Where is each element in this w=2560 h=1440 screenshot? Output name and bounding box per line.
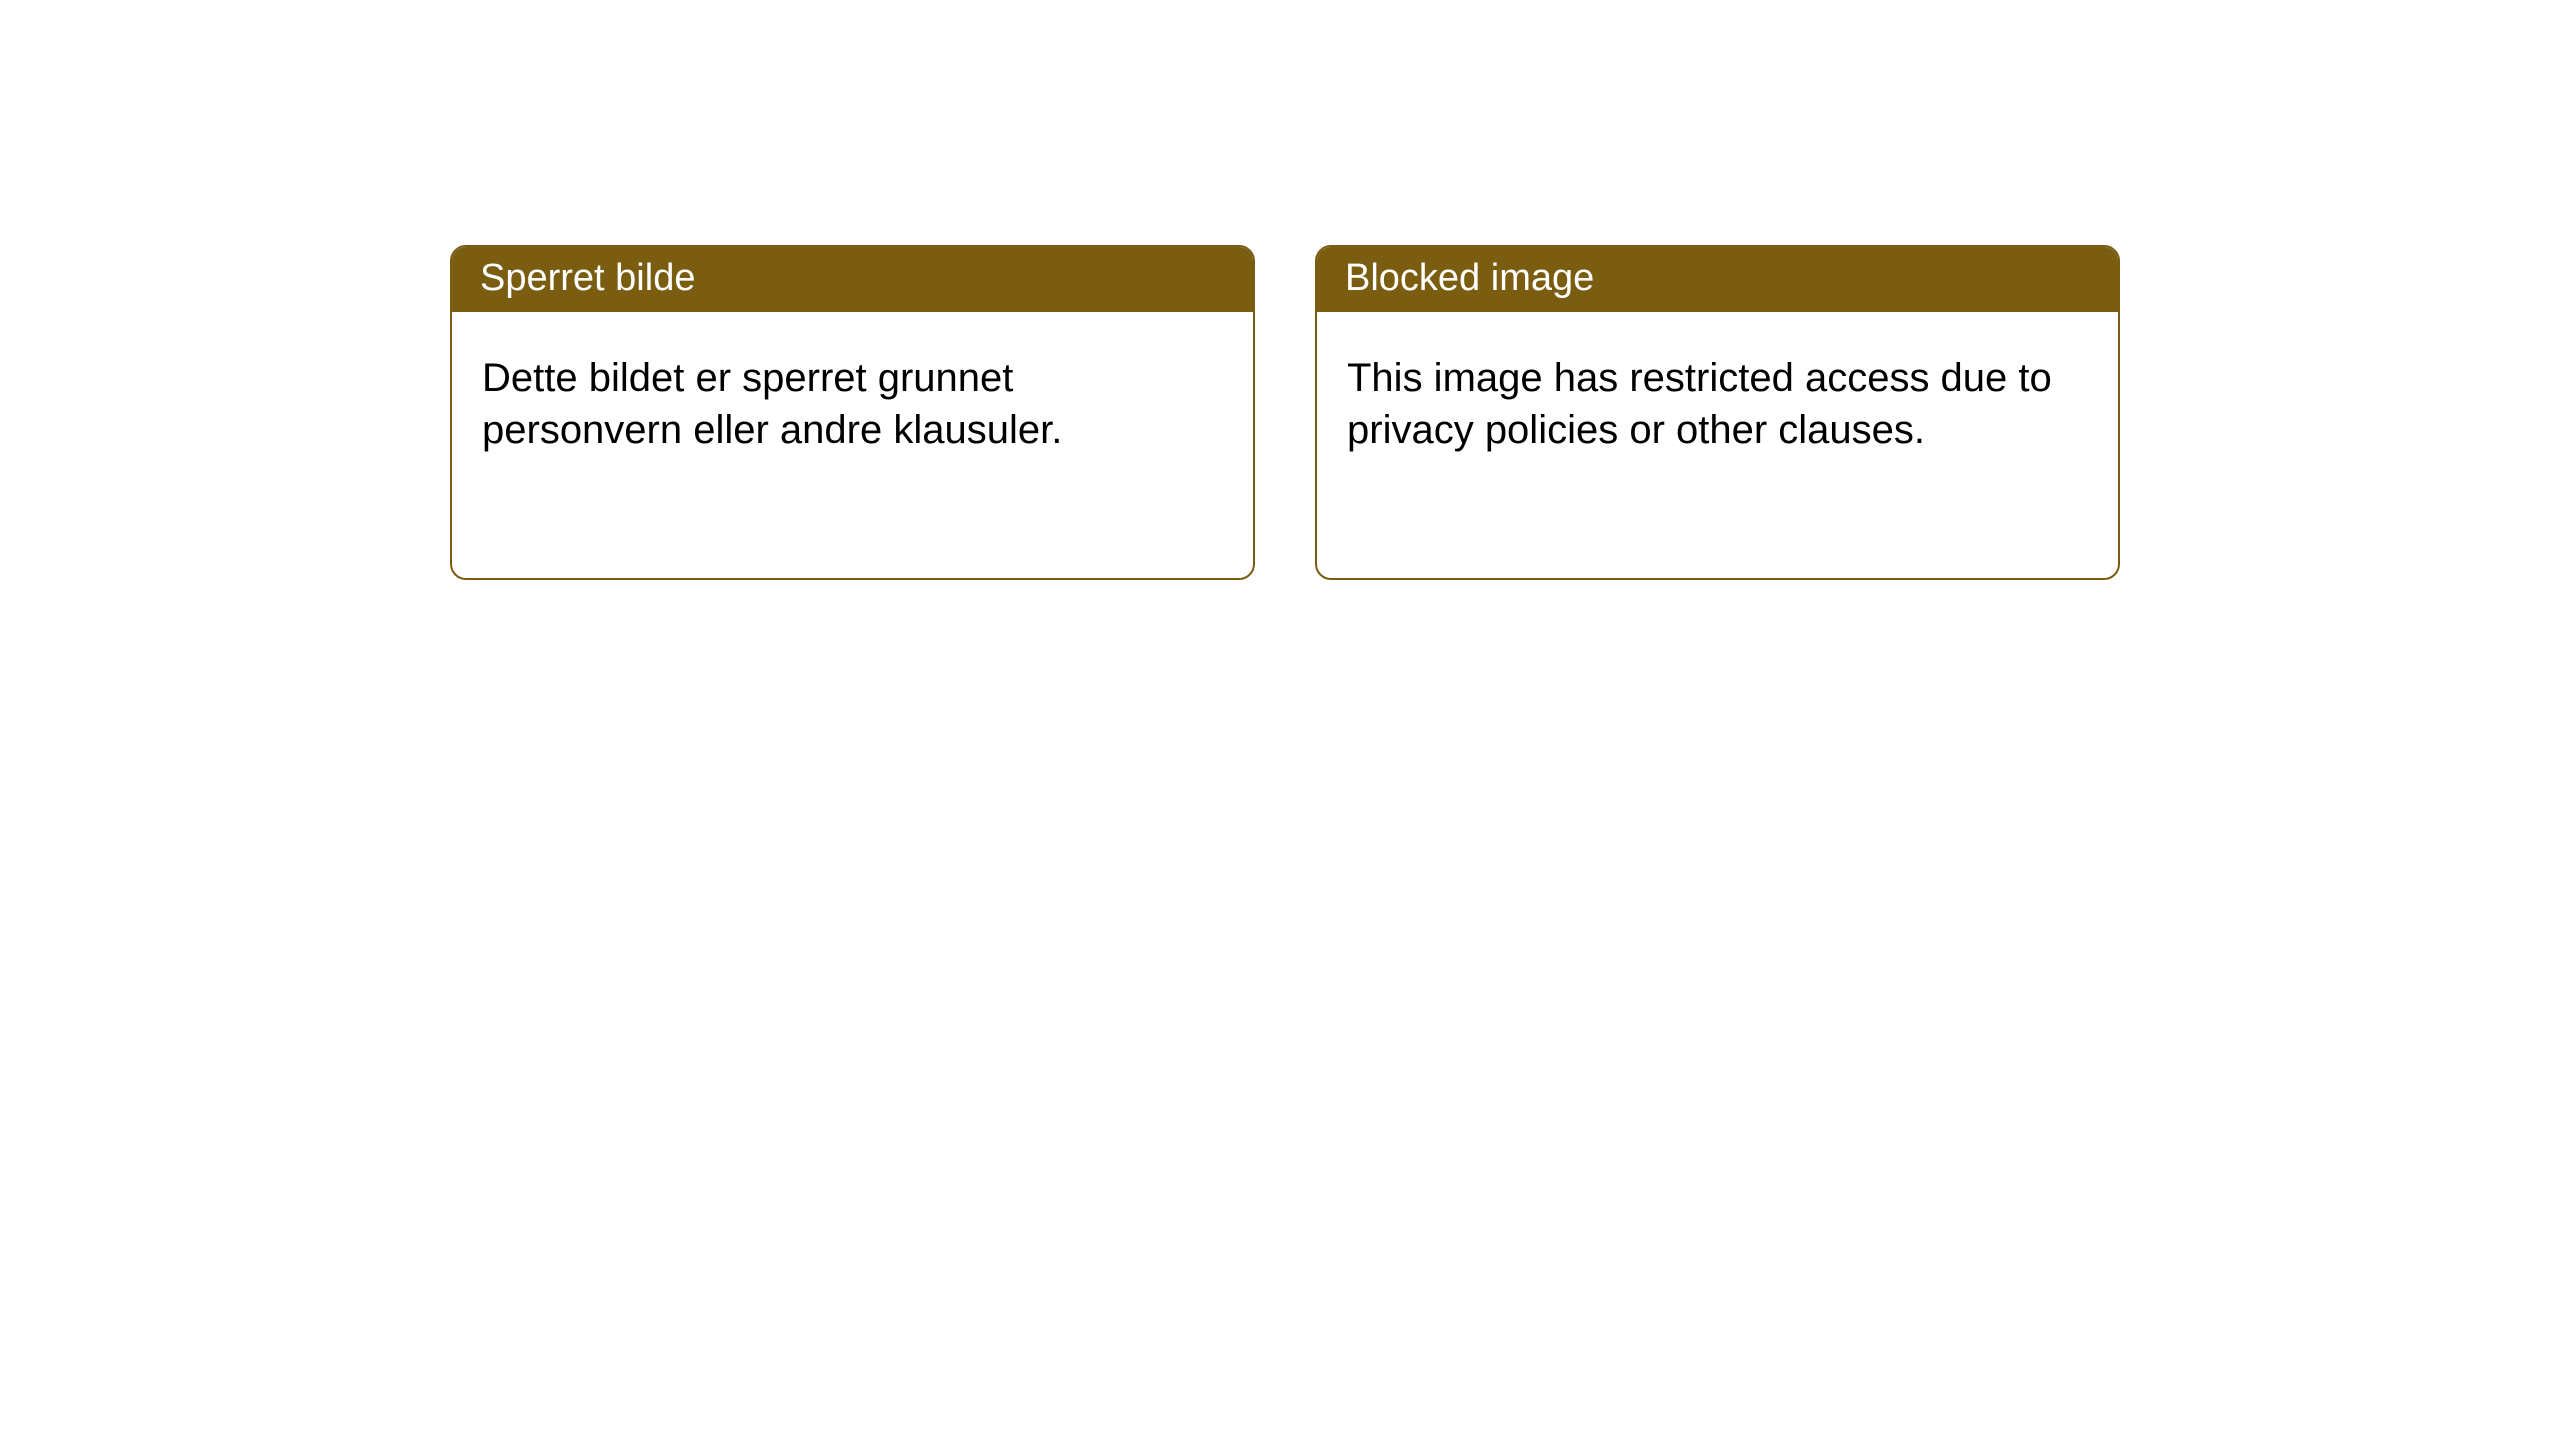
card-header-norwegian: Sperret bilde <box>452 247 1253 312</box>
card-title-english: Blocked image <box>1345 257 1594 299</box>
card-title-norwegian: Sperret bilde <box>480 257 695 299</box>
card-english: Blocked image This image has restricted … <box>1315 245 2120 580</box>
card-norwegian: Sperret bilde Dette bildet er sperret gr… <box>450 245 1255 580</box>
card-text-norwegian: Dette bildet er sperret grunnet personve… <box>482 356 1062 452</box>
card-header-english: Blocked image <box>1317 247 2118 312</box>
card-text-english: This image has restricted access due to … <box>1347 356 2052 452</box>
card-body-norwegian: Dette bildet er sperret grunnet personve… <box>452 312 1253 486</box>
cards-container: Sperret bilde Dette bildet er sperret gr… <box>0 0 2560 580</box>
card-body-english: This image has restricted access due to … <box>1317 312 2118 486</box>
